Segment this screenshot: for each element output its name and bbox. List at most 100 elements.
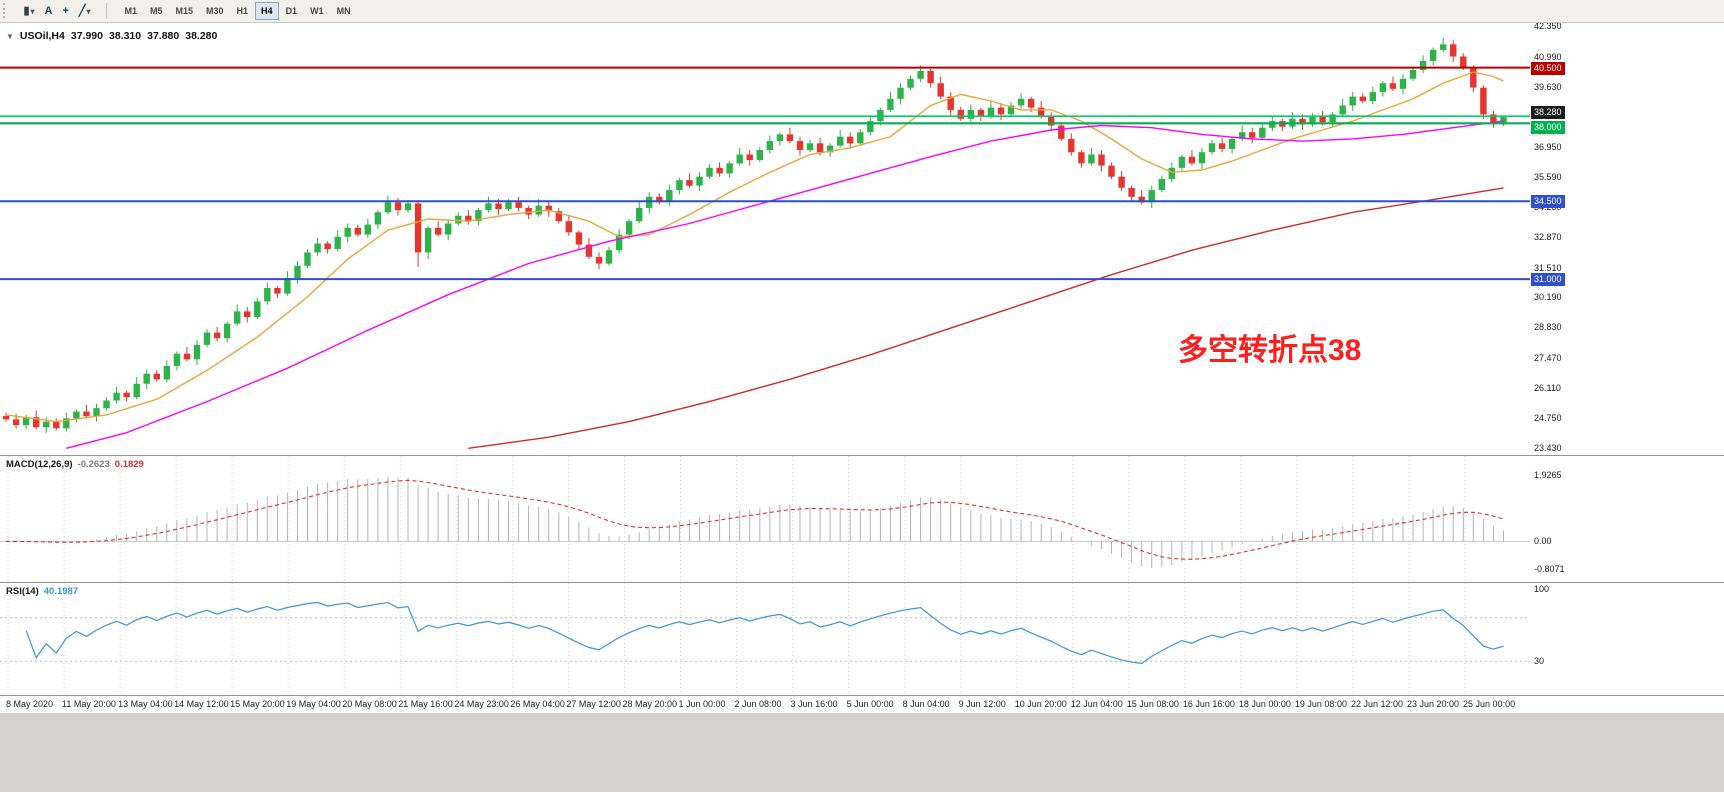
candle-body — [857, 132, 864, 144]
macd-panel: MACD(12,26,9) -0.2623 0.1829 1.9265 0.00 -0.… — [0, 455, 1724, 583]
candle-body — [565, 221, 572, 233]
candle-body — [746, 154, 753, 161]
candle-body — [1168, 167, 1175, 179]
ma-slow-line — [468, 187, 1504, 449]
time-axis-label: 22 Jun 12:00 — [1350, 699, 1403, 709]
candle-body — [1490, 114, 1497, 124]
candle-body — [1178, 156, 1186, 168]
candle-body — [475, 210, 482, 222]
candle-body — [575, 232, 583, 245]
candle-body — [1389, 83, 1397, 89]
candle-body — [324, 243, 331, 250]
collapse-icon[interactable]: ▼ — [6, 32, 14, 41]
candle-body — [1450, 44, 1457, 57]
candle-body — [22, 417, 30, 425]
rsi-chart-svg[interactable] — [0, 583, 1530, 695]
timeframe-m1[interactable]: M1 — [124, 6, 137, 16]
candle-body — [394, 202, 402, 211]
timeframe-h1[interactable]: H1 — [236, 6, 249, 16]
time-axis-label: 23 Jun 20:00 — [1407, 699, 1460, 709]
time-axis-label: 14 May 12:00 — [174, 699, 229, 709]
macd-axis-label: -0.8071 — [1534, 564, 1565, 575]
candle-body — [515, 202, 522, 208]
candle-body — [284, 278, 291, 294]
timeframe-d1[interactable]: D1 — [285, 6, 298, 16]
candle-body — [1198, 152, 1206, 164]
candle-body — [414, 203, 422, 253]
price-axis-label: 28.830 — [1534, 322, 1562, 333]
candle-body — [1058, 125, 1065, 139]
text-annotation[interactable]: 多空转折点38 — [1178, 334, 1362, 367]
candle-body — [173, 353, 181, 366]
candle-body — [666, 190, 673, 203]
rsi-axis-label: 100 — [1534, 584, 1550, 594]
timeframe-h4[interactable]: H4 — [255, 2, 279, 20]
macd-signal-value: 0.1829 — [114, 459, 144, 470]
macd-chart-svg[interactable] — [0, 456, 1530, 582]
candle-body — [897, 87, 904, 99]
candle-body — [223, 323, 231, 339]
price-axis[interactable]: 42.35040.99039.63036.95035.59034.23032.8… — [1530, 21, 1724, 455]
candle-body — [193, 344, 201, 360]
candle-body — [957, 109, 964, 119]
time-axis-label: 13 May 04:00 — [118, 699, 173, 709]
timeframe-buttons: M1 M5 M15 M30 H1 H4 D1 W1 MN — [117, 1, 356, 20]
time-axis-label: 11 May 20:00 — [62, 699, 116, 709]
rsi-axis-label: 30 — [1534, 656, 1545, 667]
chart-type-button[interactable]: ▮▾ — [18, 1, 39, 21]
candle-body — [455, 215, 462, 224]
price-axis-label: 42.350 — [1534, 21, 1562, 32]
time-axis[interactable]: 8 May 2020 11 May 20:00 13 May 04:00 14 May… — [0, 695, 1724, 713]
candle-body — [143, 373, 150, 384]
candle-body — [1148, 190, 1155, 203]
candle-body — [213, 332, 221, 339]
candle-body — [1480, 87, 1487, 115]
candle-body — [1369, 92, 1376, 101]
time-axis-label: 21 May 16:00 — [398, 699, 453, 709]
draw-tools-button[interactable]: ╱▾ — [74, 1, 96, 21]
candle-body — [1429, 49, 1437, 61]
candle-body — [1108, 165, 1115, 177]
timeframe-m15[interactable]: M15 — [175, 6, 194, 16]
crosshair-tool-button[interactable]: + — [57, 1, 73, 21]
rsi-axis[interactable]: 100 30 — [1530, 583, 1724, 695]
ohlc-low: 37.880 — [147, 30, 180, 42]
price-axis-label: 27.470 — [1534, 352, 1562, 363]
candle-body — [113, 392, 120, 401]
timeframe-mn[interactable]: MN — [336, 6, 351, 16]
macd-name: MACD(12,26,9) — [6, 459, 73, 470]
candle-body — [947, 96, 954, 110]
candle-body — [907, 78, 914, 88]
candle-body — [1078, 152, 1085, 164]
window-background — [0, 713, 1724, 792]
macd-axis[interactable]: 1.9265 0.00 -0.8071 — [1530, 456, 1724, 582]
price-chart-svg[interactable] — [0, 22, 1530, 455]
timeframe-m5[interactable]: M5 — [149, 6, 163, 16]
candle-body — [595, 256, 603, 264]
candle-body — [555, 211, 562, 222]
time-axis-label: 8 Jun 04:00 — [902, 699, 950, 709]
candle-body — [726, 163, 733, 174]
macd-main-value: -0.2623 — [77, 459, 110, 470]
candle-body — [625, 221, 633, 235]
candle-body — [706, 167, 713, 177]
candle-body — [103, 400, 110, 409]
candle-body — [837, 136, 844, 146]
time-axis-label: 19 Jun 08:00 — [1294, 699, 1347, 709]
ohlc-high: 38.310 — [108, 30, 142, 42]
text-tool-button[interactable]: A — [40, 1, 58, 21]
candle-body — [63, 418, 70, 429]
timeframe-m30[interactable]: M30 — [206, 6, 224, 16]
candle-body — [1500, 117, 1507, 124]
macd-histogram — [15, 476, 1504, 568]
candle-body — [977, 109, 985, 117]
symbol-header: ▼ USOil,H4 37.990 38.310 37.880 38.280 — [6, 30, 223, 42]
toolbar-separator — [106, 3, 108, 18]
candle-body — [676, 180, 683, 191]
candle-body — [816, 143, 824, 153]
toolbar-grip[interactable] — [3, 3, 10, 18]
candle-body — [254, 301, 261, 317]
timeframe-w1[interactable]: W1 — [310, 6, 324, 16]
macd-signal-line — [5, 479, 1504, 560]
chevron-down-icon: ▾ — [30, 7, 35, 16]
